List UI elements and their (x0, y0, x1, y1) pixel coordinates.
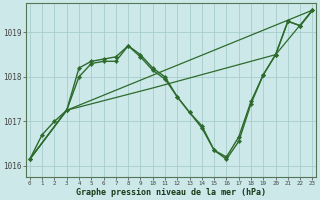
X-axis label: Graphe pression niveau de la mer (hPa): Graphe pression niveau de la mer (hPa) (76, 188, 266, 197)
